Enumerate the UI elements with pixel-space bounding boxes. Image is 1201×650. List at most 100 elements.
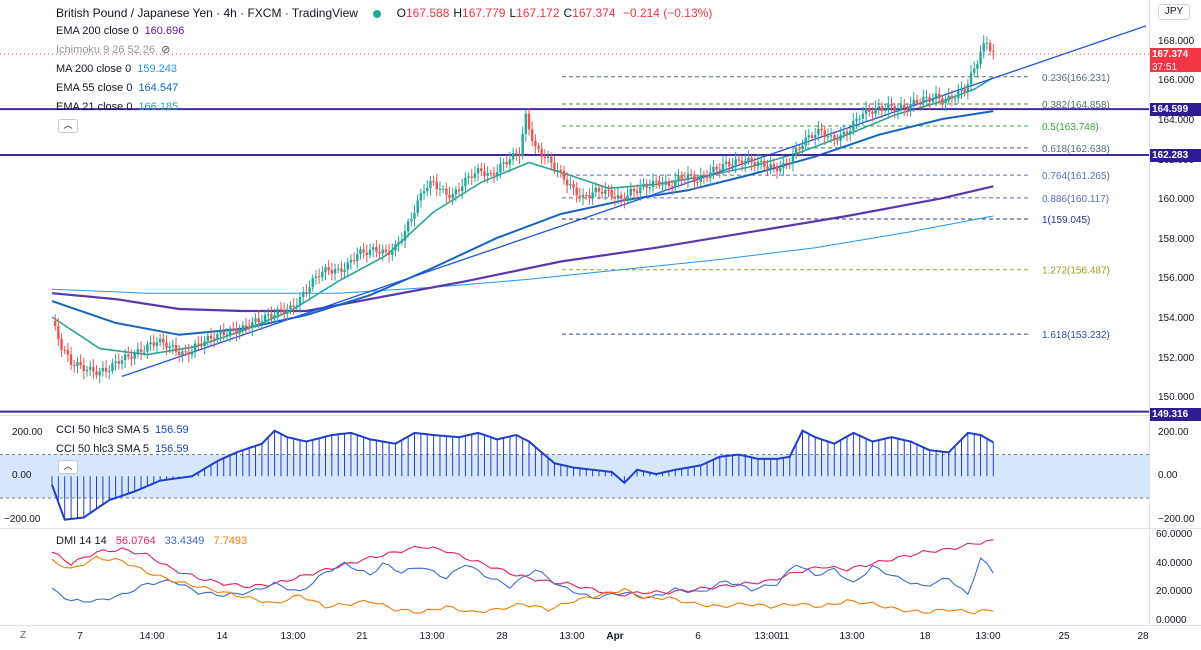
legend-row[interactable]: CCI 50 hlc3 SMA 5 156.59 — [56, 440, 189, 459]
candle-body — [626, 195, 629, 201]
chart-header: British Pound / Japanese Yen · 4h · FXCM… — [56, 6, 712, 20]
candle-body — [772, 164, 776, 167]
candle-body — [645, 183, 648, 188]
last-price-tag: 167.374 37:51 — [1150, 48, 1201, 73]
ohlc-value: 167.374 — [572, 6, 616, 20]
candle-body — [158, 338, 162, 343]
candle-body — [877, 106, 880, 109]
candle-body — [575, 187, 578, 196]
price-pane[interactable]: 0.236(166.231) 0.382(164.858) 0.5(163.748)… — [0, 0, 1149, 415]
candle-body — [346, 262, 349, 270]
candle-body — [502, 162, 505, 164]
candle-body — [515, 153, 518, 155]
dmi-series-line — [51, 557, 994, 603]
candle-body — [963, 88, 966, 93]
candle-body — [365, 252, 369, 256]
candle-body — [362, 249, 365, 253]
time-axis-label: 7 — [77, 631, 83, 642]
candle-body — [992, 50, 995, 52]
candle-body — [451, 194, 454, 199]
time-axis-label: 21 — [356, 631, 368, 642]
candle-body — [702, 175, 706, 177]
candle-body — [448, 194, 451, 199]
dmi-chart[interactable] — [0, 529, 1149, 625]
candle-body — [270, 314, 273, 319]
candle-body — [403, 231, 407, 241]
cci-pane[interactable] — [0, 416, 1149, 528]
candle-body — [565, 179, 569, 186]
dmi-axis-label: 60.0000 — [1156, 529, 1193, 540]
candle-body — [973, 68, 976, 73]
price-chart[interactable]: 0.236(166.231) 0.382(164.858) 0.5(163.748)… — [0, 0, 1149, 415]
legend-value: 166.185 — [138, 101, 179, 113]
candle-body — [521, 133, 524, 157]
candle-body — [807, 135, 811, 138]
cci-chart[interactable] — [0, 416, 1149, 528]
dmi-legend-name: DMI 14 14 — [56, 535, 107, 547]
currency-button[interactable]: JPY — [1158, 4, 1190, 20]
legend-row[interactable]: Ichimoku 9 26 52 26 ⊘ — [56, 41, 184, 60]
candle-body — [623, 198, 626, 201]
candle-body — [85, 369, 89, 372]
candle-body — [591, 192, 594, 198]
time-axis-label: 28 — [1137, 631, 1149, 642]
candle-body — [254, 318, 257, 322]
candle-body — [845, 131, 849, 135]
time-axis-label: 13:00 — [559, 631, 585, 642]
candle-body — [864, 108, 868, 114]
candle-body — [511, 153, 515, 160]
zoom-reset-button[interactable]: Z — [20, 630, 27, 641]
dmi-axis[interactable] — [1149, 529, 1201, 625]
candle-body — [750, 157, 753, 163]
candle-body — [871, 111, 874, 114]
candle-body — [143, 351, 146, 353]
candle-body — [88, 366, 92, 370]
dmi-plus-value: 33.4349 — [164, 535, 205, 547]
last-price-value: 167.374 — [1152, 49, 1189, 61]
ohlc-key: C — [563, 6, 573, 20]
candle-body — [426, 187, 429, 192]
dmi-pane[interactable] — [0, 529, 1149, 625]
candle-body — [206, 335, 210, 342]
candle-body — [149, 342, 152, 345]
fib-level-label: 1(159.045) — [1042, 215, 1090, 226]
legend-row[interactable]: EMA 21 close 0 166.185 — [56, 98, 184, 117]
candle-body — [731, 165, 734, 167]
collapse-legend-button[interactable]: ︿ — [58, 119, 78, 133]
candle-body — [934, 93, 938, 100]
candle-body — [98, 371, 101, 376]
ma-200-line — [51, 215, 994, 294]
candle-body — [244, 325, 248, 327]
time-axis-label: 14:00 — [139, 631, 165, 642]
legend-name: Ichimoku 9 26 52 26 — [56, 44, 156, 56]
legend-row[interactable]: EMA 200 close 0 160.696 — [56, 22, 184, 41]
candle-body — [123, 354, 127, 361]
candle-body — [193, 343, 197, 352]
candle-body — [95, 371, 98, 376]
collapse-cci-legend-button[interactable]: ︿ — [58, 460, 78, 474]
candle-body — [928, 97, 931, 102]
legend-row[interactable]: CCI 50 hlc3 SMA 5 156.59 — [56, 421, 189, 440]
candle-body — [127, 354, 130, 357]
candle-body — [200, 343, 203, 347]
candle-body — [111, 363, 114, 372]
legend-row[interactable]: MA 200 close 0 159.243 — [56, 60, 184, 79]
candle-body — [836, 139, 839, 141]
candle-body — [410, 218, 413, 222]
candle-body — [359, 249, 362, 255]
legend-row[interactable]: EMA 55 close 0 164.547 — [56, 79, 184, 98]
candle-body — [104, 367, 108, 372]
cci-axis[interactable] — [1149, 416, 1201, 528]
candle-body — [187, 351, 190, 355]
candle-body — [705, 175, 709, 178]
candle-body — [604, 189, 607, 194]
market-status-dot — [373, 9, 382, 18]
candle-body — [661, 184, 664, 186]
candle-body — [896, 109, 900, 112]
candle-body — [378, 251, 381, 254]
candle-body — [337, 268, 340, 270]
candle-body — [286, 309, 289, 314]
candle-body — [597, 188, 601, 192]
candle-body — [461, 186, 464, 191]
candle-body — [667, 181, 671, 187]
